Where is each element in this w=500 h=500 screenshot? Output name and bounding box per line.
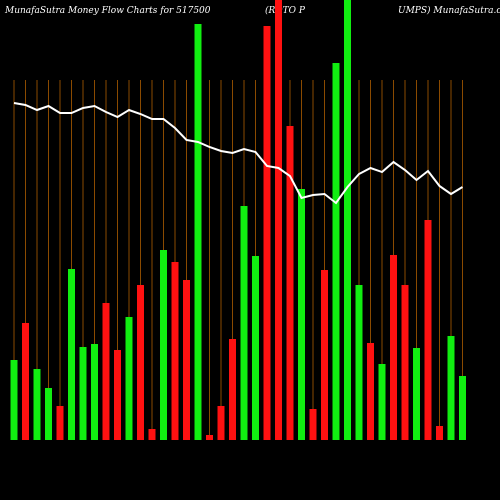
bar (401, 285, 409, 440)
bar (229, 339, 236, 440)
bar (286, 126, 294, 440)
bar (68, 269, 75, 440)
bar (413, 348, 420, 440)
bar (344, 0, 351, 440)
bar (102, 303, 110, 440)
bar (137, 285, 144, 440)
bar (367, 343, 374, 440)
bar (298, 189, 305, 440)
bar (45, 388, 52, 440)
bar (171, 262, 179, 440)
bar (252, 256, 259, 440)
chart-title: (ROTO P (265, 5, 306, 16)
bar (275, 0, 282, 440)
bar (206, 435, 213, 440)
chart-title: UMPS) MunafaSutra.com (398, 5, 500, 16)
bar (424, 220, 432, 440)
bar (355, 285, 363, 440)
bar (10, 360, 18, 440)
bar (160, 250, 167, 440)
bar (114, 350, 121, 440)
bar (240, 206, 248, 440)
bar (321, 270, 328, 440)
bar (309, 409, 317, 440)
bar (447, 336, 455, 440)
bar (194, 24, 202, 440)
bar (148, 429, 156, 440)
bar (378, 364, 386, 440)
bar (459, 376, 466, 440)
bar (22, 323, 29, 440)
chart-title: MunafaSutra Money Flow Charts for 517500 (4, 6, 211, 16)
money-flow-line (13, 102, 464, 205)
bar (263, 26, 271, 440)
bar (91, 344, 98, 440)
bar (33, 369, 41, 440)
bar (79, 347, 87, 440)
bar (56, 406, 64, 440)
bar (125, 317, 133, 440)
bar (183, 280, 190, 440)
bar (332, 63, 340, 440)
bar (217, 406, 225, 440)
bar (436, 426, 443, 440)
bar (390, 255, 397, 440)
